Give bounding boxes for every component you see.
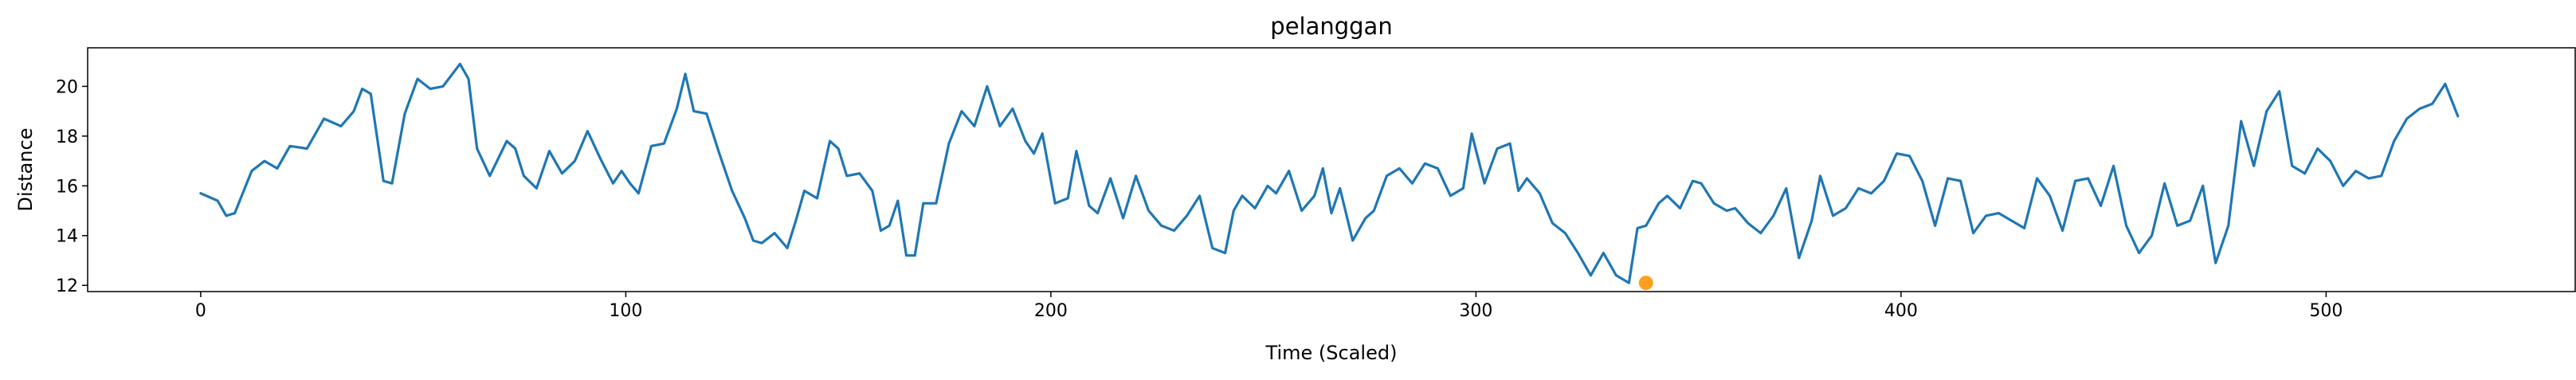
x-tick-label: 300 xyxy=(1459,301,1492,321)
y-axis: 12 14 16 18 20 xyxy=(56,77,88,296)
plot-frame xyxy=(87,47,2576,292)
x-tick-label: 0 xyxy=(195,301,206,321)
y-tick-label: 14 xyxy=(56,227,78,247)
x-axis-title: Time (Scaled) xyxy=(1265,342,1398,364)
plot-area xyxy=(199,62,2460,291)
x-axis: 0 100 200 300 400 500 xyxy=(195,292,2343,321)
y-tick-label: 18 xyxy=(56,127,78,147)
y-tick-label: 20 xyxy=(56,77,78,97)
highlight-point xyxy=(1638,276,1653,291)
series-line xyxy=(199,62,2460,284)
x-tick-label: 500 xyxy=(2309,301,2343,321)
x-tick-label: 400 xyxy=(1884,301,1918,321)
chart-title: pelanggan xyxy=(1270,13,1392,40)
x-tick-label: 200 xyxy=(1034,301,1068,321)
x-tick-label: 100 xyxy=(609,301,642,321)
y-axis-title: Distance xyxy=(14,128,37,212)
y-tick-label: 12 xyxy=(56,276,78,296)
y-tick-label: 16 xyxy=(56,177,78,197)
